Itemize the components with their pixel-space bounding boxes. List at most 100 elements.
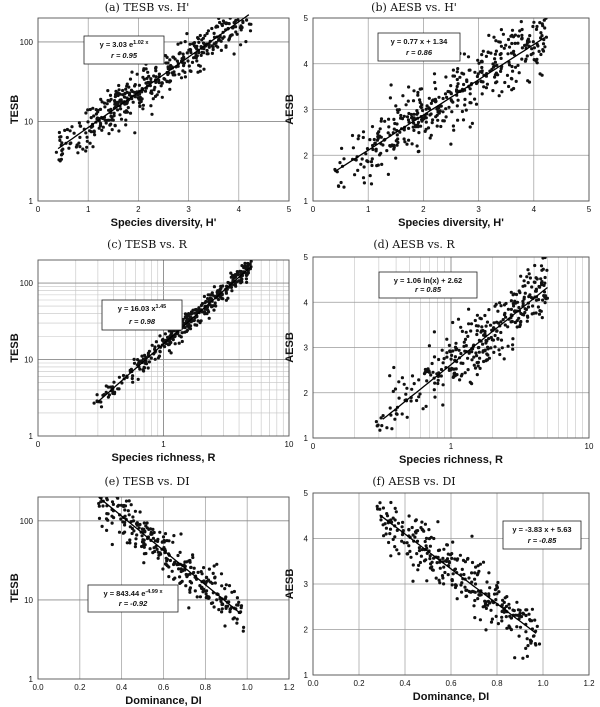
equation-box	[87, 584, 179, 613]
data-point	[394, 156, 398, 160]
data-point	[185, 31, 189, 36]
data-point	[239, 269, 243, 274]
data-point	[470, 580, 474, 584]
data-point	[500, 615, 504, 619]
data-point	[138, 522, 142, 527]
data-point	[222, 21, 227, 25]
data-point	[536, 305, 541, 309]
data-point	[433, 381, 437, 385]
data-point	[455, 77, 459, 82]
data-point	[197, 306, 201, 310]
data-point	[467, 307, 471, 311]
data-point	[521, 302, 525, 306]
data-point	[410, 115, 414, 119]
data-point	[101, 504, 105, 508]
data-point	[484, 324, 488, 328]
data-point	[493, 304, 497, 308]
data-point	[81, 147, 85, 151]
data-point	[475, 354, 479, 358]
data-point	[203, 312, 207, 316]
data-point	[131, 380, 135, 384]
data-point	[503, 323, 507, 327]
data-point	[496, 622, 500, 626]
x-tick-label: 0	[36, 440, 41, 449]
data-point	[452, 128, 456, 132]
data-point	[86, 120, 90, 124]
data-point	[528, 276, 533, 280]
data-point	[449, 91, 453, 95]
data-point	[537, 49, 541, 54]
data-point	[132, 361, 137, 365]
data-point	[134, 542, 138, 546]
data-point	[436, 520, 440, 524]
data-point	[78, 145, 82, 149]
data-point	[128, 525, 132, 529]
data-point	[405, 386, 409, 390]
data-point	[476, 72, 480, 76]
data-point	[468, 92, 472, 96]
data-point	[481, 49, 485, 53]
data-point	[153, 357, 157, 361]
data-point	[132, 90, 136, 94]
data-point	[230, 289, 234, 293]
data-point	[239, 43, 243, 47]
data-point	[220, 607, 224, 611]
plot-frame	[37, 496, 290, 680]
data-point	[541, 42, 546, 46]
data-point	[58, 138, 62, 142]
data-point	[424, 536, 429, 541]
data-point	[441, 403, 445, 407]
data-point	[435, 561, 439, 565]
data-point	[410, 374, 415, 378]
data-point	[407, 514, 411, 518]
data-point	[519, 20, 523, 24]
data-point	[451, 572, 455, 576]
data-point	[511, 304, 516, 308]
data-point	[395, 412, 399, 416]
x-tick-label: 0	[311, 442, 316, 451]
data-point	[192, 566, 196, 570]
data-point	[179, 335, 183, 339]
data-point	[121, 531, 125, 535]
x-tick-label: 0.4	[116, 683, 128, 692]
data-point	[149, 89, 153, 93]
x-tick-label: 1.0	[242, 683, 254, 692]
data-point	[235, 32, 239, 36]
data-point	[432, 556, 436, 560]
data-point	[144, 81, 148, 85]
x-axis-label: Species diversity, H'	[111, 217, 217, 229]
data-point	[489, 608, 493, 612]
data-point	[419, 105, 423, 110]
data-point	[218, 20, 222, 25]
fit-line	[98, 496, 242, 615]
data-point	[125, 541, 129, 545]
data-point	[188, 590, 192, 594]
data-point	[231, 275, 235, 279]
data-point	[236, 272, 240, 276]
data-point	[496, 580, 500, 585]
scatter-points	[54, 18, 253, 163]
data-point	[388, 96, 392, 100]
x-tick-label: 1.2	[583, 679, 595, 688]
data-point	[156, 356, 160, 360]
data-point	[382, 534, 386, 538]
data-point	[510, 69, 515, 73]
data-point	[114, 89, 118, 93]
data-point	[159, 84, 163, 88]
data-point	[484, 341, 488, 345]
data-point	[470, 589, 475, 594]
data-point	[437, 95, 441, 99]
data-point	[369, 182, 374, 186]
data-point	[402, 541, 406, 545]
data-point	[475, 329, 479, 333]
data-point	[116, 387, 120, 391]
data-point	[460, 109, 464, 114]
data-point	[210, 51, 214, 56]
plot-frame	[312, 17, 590, 202]
data-point	[395, 133, 399, 137]
data-point	[480, 65, 484, 70]
data-point	[378, 127, 382, 131]
data-point	[392, 127, 396, 131]
data-point	[482, 85, 486, 89]
equation-box	[83, 35, 165, 65]
